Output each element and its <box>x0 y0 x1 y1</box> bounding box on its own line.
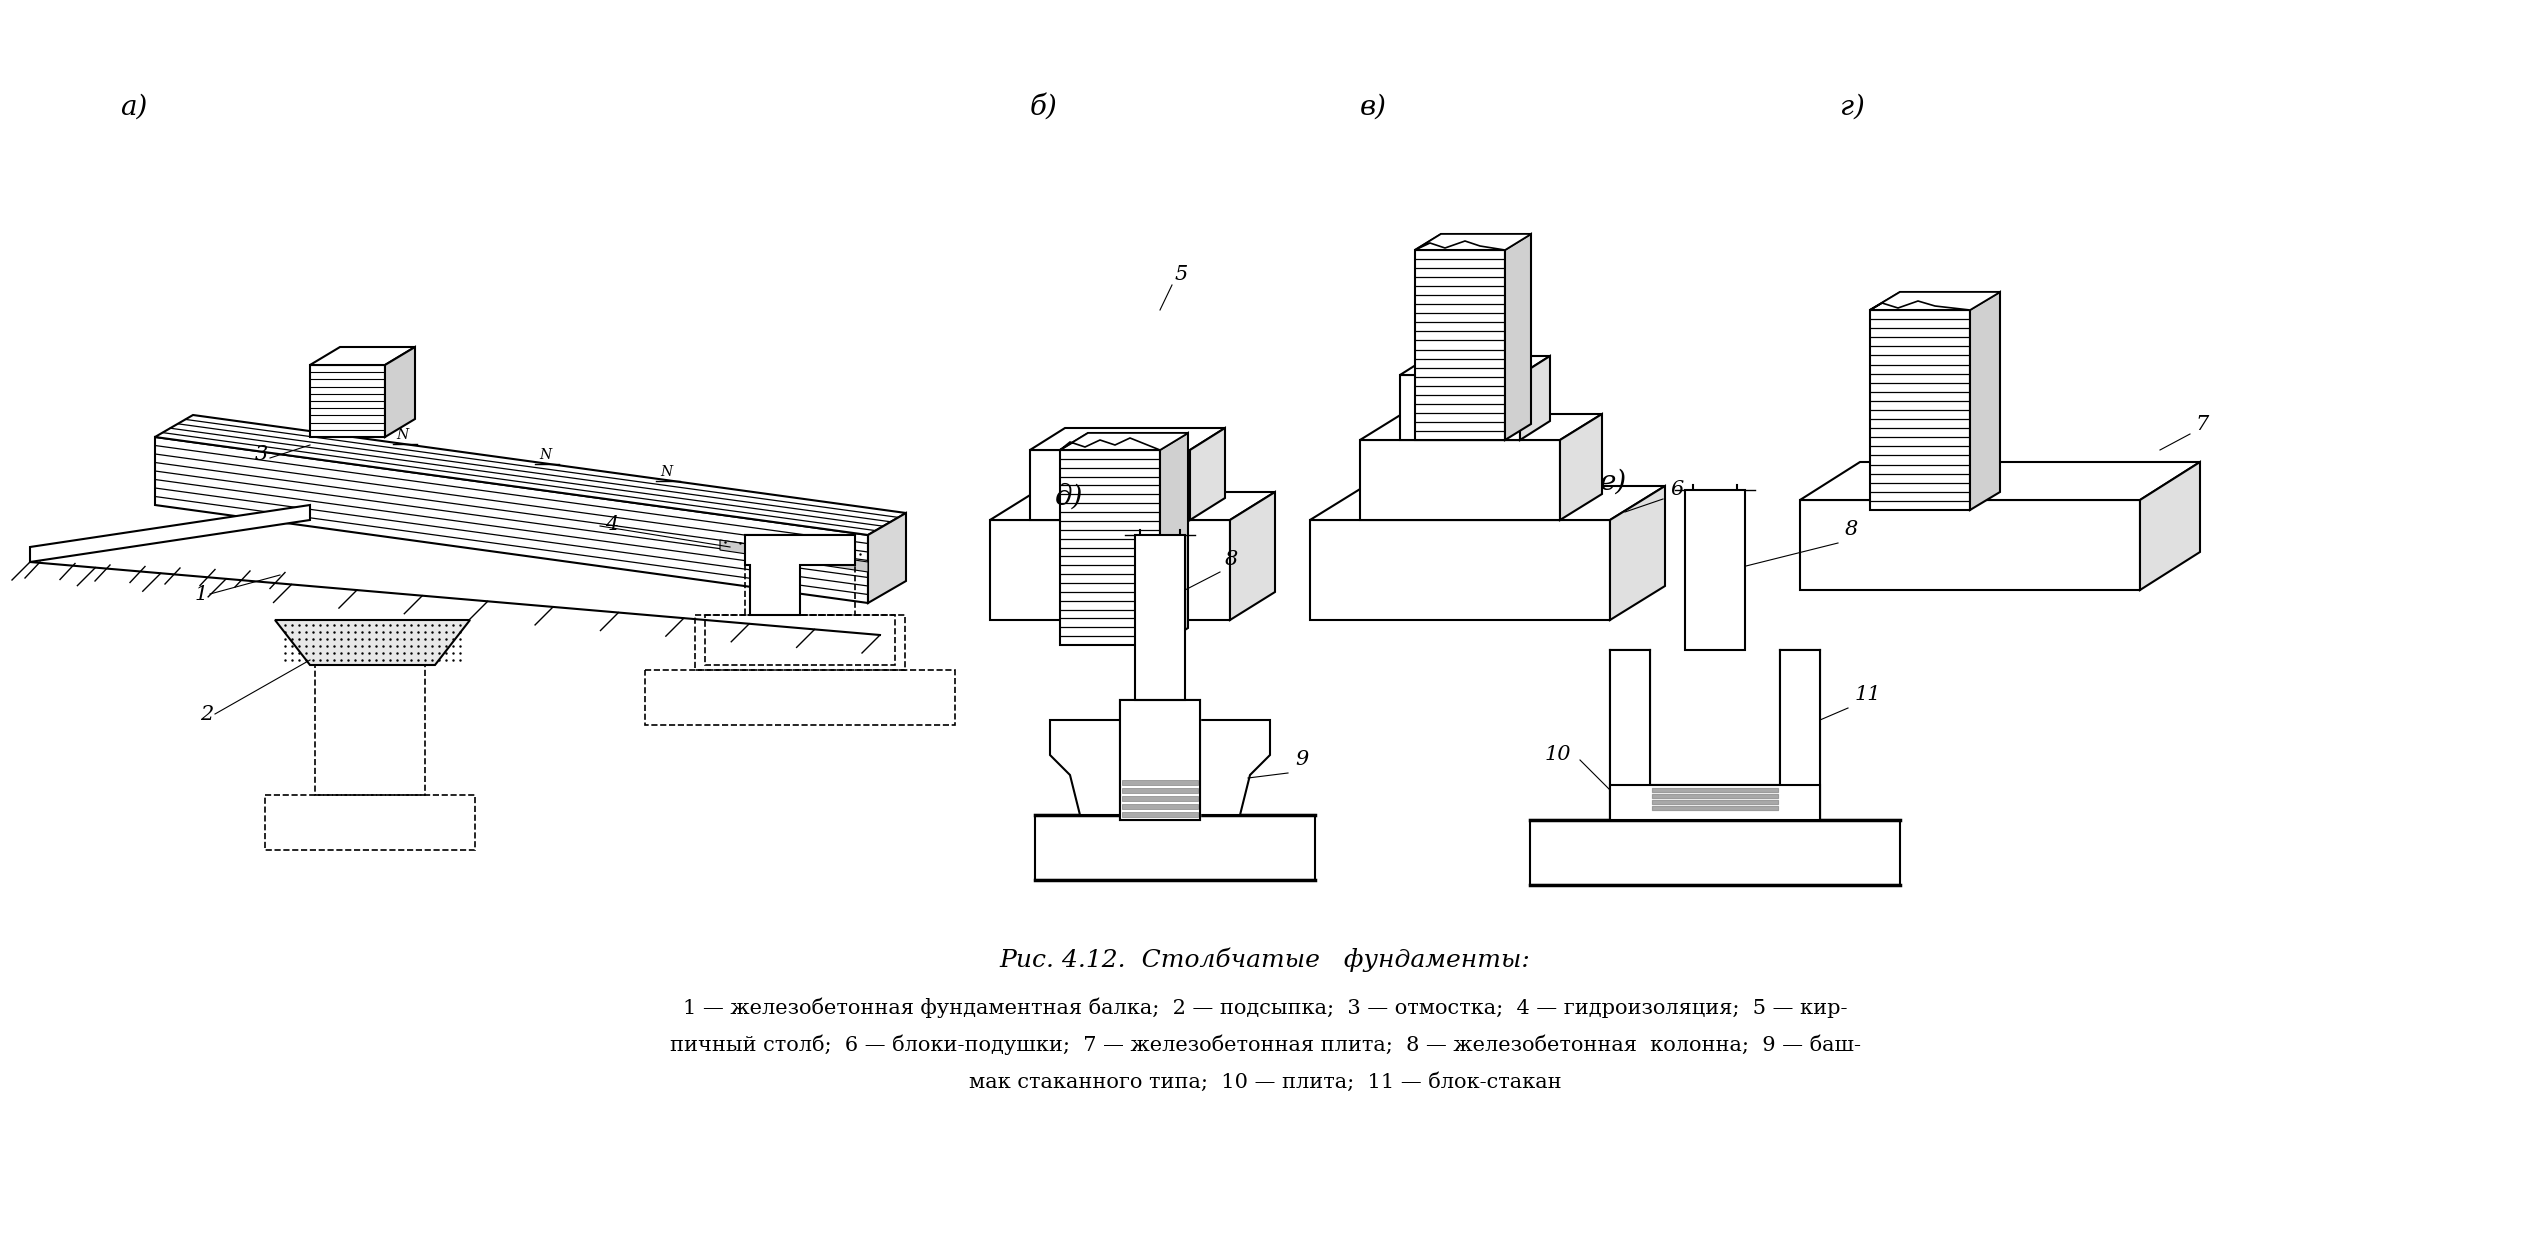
Bar <box>1652 801 1779 804</box>
Bar <box>1652 806 1779 811</box>
Bar <box>316 665 425 796</box>
Polygon shape <box>868 513 906 604</box>
Text: б): б) <box>1030 94 1058 121</box>
Polygon shape <box>1414 234 1531 249</box>
Bar <box>696 615 906 670</box>
Polygon shape <box>1399 355 1551 375</box>
Polygon shape <box>989 493 1275 520</box>
Polygon shape <box>311 347 415 365</box>
Text: мак стаканного типа;  10 — плита;  11 — блок-стакан: мак стаканного типа; 10 — плита; 11 — бл… <box>969 1072 1561 1092</box>
Bar <box>1121 812 1199 817</box>
Text: г): г) <box>1839 94 1865 121</box>
Bar <box>1531 821 1900 885</box>
Text: 10: 10 <box>1546 744 1571 764</box>
Bar <box>1121 804 1199 809</box>
Polygon shape <box>1521 355 1551 440</box>
Text: пичный столб;  6 — блоки-подушки;  7 — железобетонная плита;  8 — железобетонная: пичный столб; 6 — блоки-подушки; 7 — жел… <box>670 1035 1860 1055</box>
Text: N: N <box>397 428 410 443</box>
Bar <box>744 535 855 615</box>
Text: 4: 4 <box>605 515 617 534</box>
Polygon shape <box>1505 234 1531 440</box>
Polygon shape <box>1361 414 1601 440</box>
Text: 11: 11 <box>1854 685 1882 705</box>
Polygon shape <box>1311 520 1609 620</box>
Polygon shape <box>1050 720 1270 816</box>
Text: N: N <box>539 448 552 461</box>
Bar <box>1121 781 1199 786</box>
Text: N: N <box>660 465 673 479</box>
Text: 6: 6 <box>1670 480 1682 499</box>
Polygon shape <box>276 620 471 665</box>
Polygon shape <box>1361 440 1561 520</box>
Polygon shape <box>1414 249 1505 440</box>
Bar <box>1121 700 1199 821</box>
Bar <box>266 796 476 850</box>
Bar <box>1685 490 1746 650</box>
Bar <box>1609 650 1650 821</box>
Bar <box>1035 816 1316 880</box>
Polygon shape <box>1189 428 1225 520</box>
Polygon shape <box>311 365 385 436</box>
Bar <box>1781 650 1819 821</box>
Bar <box>645 670 954 725</box>
Polygon shape <box>1159 433 1189 645</box>
Polygon shape <box>721 540 868 572</box>
Polygon shape <box>1230 493 1275 620</box>
Polygon shape <box>1799 500 2140 590</box>
Polygon shape <box>30 505 311 562</box>
Text: 7: 7 <box>2196 415 2209 434</box>
Bar <box>1121 796 1199 801</box>
Text: 2: 2 <box>200 705 213 725</box>
Text: 5: 5 <box>1174 266 1189 284</box>
Polygon shape <box>744 535 855 615</box>
Text: а): а) <box>119 94 147 121</box>
Polygon shape <box>1414 234 1531 249</box>
Polygon shape <box>1311 486 1665 520</box>
Bar <box>1609 786 1819 821</box>
Text: 1 — железобетонная фундаментная балка;  2 — подсыпка;  3 — отмостка;  4 — гидрои: 1 — железобетонная фундаментная балка; 2… <box>683 998 1847 1019</box>
Text: 1: 1 <box>195 585 207 604</box>
Polygon shape <box>1030 450 1189 520</box>
Bar <box>1121 788 1199 793</box>
Polygon shape <box>1971 292 2001 510</box>
Text: Рис. 4.12.  Столбчатые   фундаменты:: Рис. 4.12. Столбчатые фундаменты: <box>999 948 1531 973</box>
Bar <box>1652 788 1779 792</box>
Bar <box>706 615 896 665</box>
Polygon shape <box>1060 433 1189 450</box>
Polygon shape <box>989 520 1230 620</box>
Polygon shape <box>1609 486 1665 620</box>
Text: 8: 8 <box>1844 520 1857 539</box>
Polygon shape <box>1870 292 2001 311</box>
Polygon shape <box>154 436 868 604</box>
Polygon shape <box>1561 414 1601 520</box>
Polygon shape <box>2140 461 2201 590</box>
Polygon shape <box>1870 292 2001 311</box>
Polygon shape <box>154 415 906 535</box>
Text: в): в) <box>1361 94 1386 121</box>
Text: д): д) <box>1055 484 1083 511</box>
Text: 9: 9 <box>1295 749 1308 769</box>
Bar <box>1121 700 1199 821</box>
Text: 3: 3 <box>256 445 268 464</box>
Polygon shape <box>1870 311 1971 510</box>
Bar <box>1136 535 1184 700</box>
Polygon shape <box>1030 428 1225 450</box>
Polygon shape <box>1060 450 1159 645</box>
Bar <box>1652 794 1779 798</box>
Polygon shape <box>385 347 415 436</box>
Polygon shape <box>1399 375 1521 440</box>
Polygon shape <box>1799 461 2201 500</box>
Text: е): е) <box>1599 469 1627 496</box>
Polygon shape <box>1060 433 1189 450</box>
Text: 8: 8 <box>1225 550 1237 569</box>
